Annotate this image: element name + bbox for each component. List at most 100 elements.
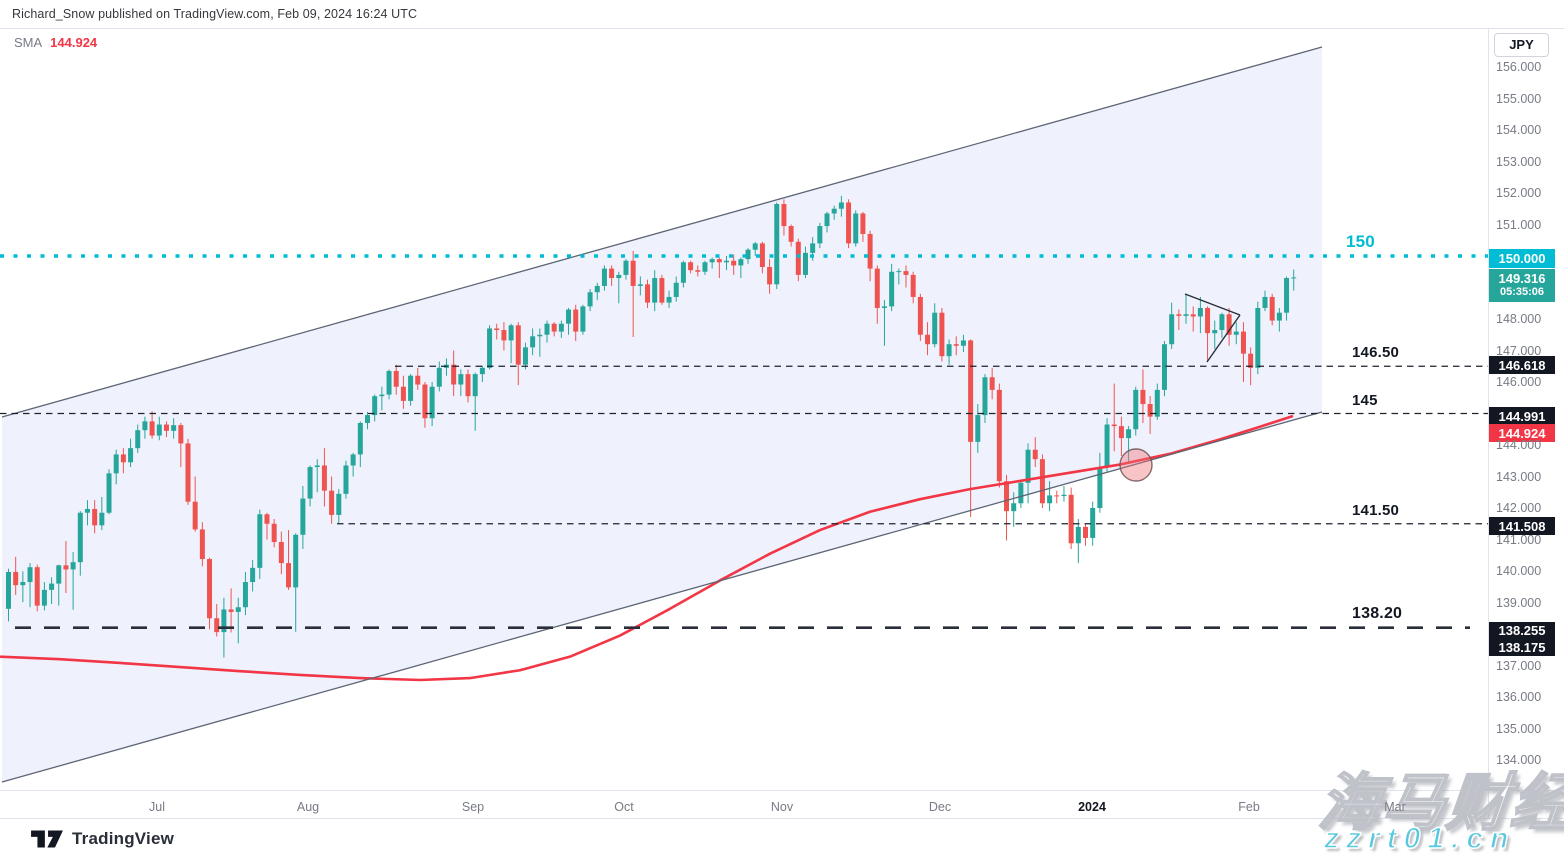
candle [314, 459, 320, 493]
candle [393, 364, 399, 395]
candle [688, 260, 694, 274]
candle [716, 257, 722, 279]
candle [781, 199, 787, 236]
time-axis-label-Sep: Sep [461, 800, 485, 814]
candle [1176, 309, 1182, 331]
level-label-141.50: 141.50 [1352, 501, 1400, 519]
level-label-138.20: 138.20 [1352, 604, 1403, 622]
price-axis-tick: 139.000 [1496, 595, 1542, 610]
candle [709, 257, 715, 269]
candle [192, 476, 198, 532]
candle [350, 452, 356, 477]
candle [867, 230, 873, 282]
candle [515, 322, 521, 386]
candle [278, 531, 284, 575]
price-axis-tick: 148.000 [1496, 312, 1542, 326]
time-axis-label-Oct: Oct [614, 800, 634, 814]
tradingview-footer[interactable]: TradingView [30, 828, 174, 850]
price-badge-144.924: 144.924 [1489, 424, 1555, 442]
channel-upper-line[interactable] [1, 46, 1323, 418]
candle [329, 476, 335, 524]
candle [286, 530, 292, 590]
level-label-146.50: 146.50 [1352, 344, 1400, 362]
candle [996, 383, 1002, 488]
candle [422, 382, 428, 428]
indicator-name: SMA [14, 35, 43, 50]
candle [1255, 301, 1261, 375]
level-label-145: 145 [1352, 391, 1378, 409]
candle [1047, 481, 1053, 512]
candle [77, 511, 83, 576]
candle [1262, 290, 1268, 312]
price-axis-separator[interactable] [1488, 28, 1489, 819]
candle [106, 469, 112, 515]
candle [1212, 320, 1218, 349]
candle [20, 571, 26, 603]
price-badge-138.175: 138.175 [1489, 638, 1555, 656]
candle [1126, 426, 1132, 464]
candle [1039, 454, 1045, 508]
candle [623, 259, 629, 280]
price-axis-tick: 136.000 [1496, 690, 1542, 704]
candle [494, 323, 500, 340]
candle [436, 361, 442, 392]
candle [400, 375, 406, 409]
candle [573, 304, 579, 342]
confluence-highlight-circle[interactable] [1119, 448, 1153, 482]
candle [616, 271, 622, 304]
candle [960, 334, 966, 353]
candle [1190, 306, 1196, 332]
time-axis-label-Nov: Nov [770, 800, 794, 814]
candle [1226, 307, 1232, 346]
candle [946, 339, 952, 365]
candle [113, 449, 119, 485]
candle [566, 307, 572, 335]
wedge-trendline-1[interactable] [1184, 293, 1241, 316]
candle [975, 404, 981, 453]
candle [1284, 276, 1290, 321]
candle [235, 597, 241, 644]
candle [487, 325, 493, 370]
candle [41, 582, 47, 611]
candle [609, 265, 615, 286]
candle [558, 320, 564, 338]
wedge-trendline-2[interactable] [1206, 314, 1241, 363]
candle [759, 241, 765, 274]
time-axis-separator [0, 790, 1564, 791]
published-by-line: Richard_Snow published on TradingView.co… [12, 7, 418, 21]
candle [645, 279, 651, 308]
candle [982, 374, 988, 423]
candle [479, 365, 485, 382]
candle [128, 438, 134, 468]
time-scale[interactable] [0, 790, 1488, 818]
currency-unit-button[interactable]: JPY [1494, 33, 1549, 57]
candle [336, 489, 342, 524]
candle [874, 265, 880, 324]
candle [70, 552, 76, 610]
candle [1090, 501, 1096, 546]
sma-line[interactable] [0, 414, 1294, 682]
price-badge-141.508: 141.508 [1489, 517, 1555, 535]
candle [415, 367, 421, 390]
candle [293, 533, 299, 632]
candle [802, 246, 808, 279]
price-axis-tick: 140.000 [1496, 564, 1542, 578]
candle [795, 238, 801, 282]
candle [228, 588, 234, 633]
candle [889, 263, 895, 312]
candle [451, 350, 457, 397]
candle [745, 248, 751, 264]
candle [1161, 341, 1167, 397]
channel-lower-line[interactable] [1, 411, 1323, 783]
candle [767, 259, 773, 294]
price-axis-tick: 155.000 [1496, 91, 1542, 106]
time-axis-label-2024: 2024 [1078, 800, 1106, 814]
candle [702, 260, 708, 275]
trend-channel[interactable] [2, 47, 1322, 782]
candle [135, 424, 141, 453]
candle [1104, 418, 1110, 472]
candle [1083, 523, 1088, 546]
price-axis-tick: 153.000 [1496, 154, 1542, 169]
candles-layer[interactable] [6, 195, 1297, 658]
